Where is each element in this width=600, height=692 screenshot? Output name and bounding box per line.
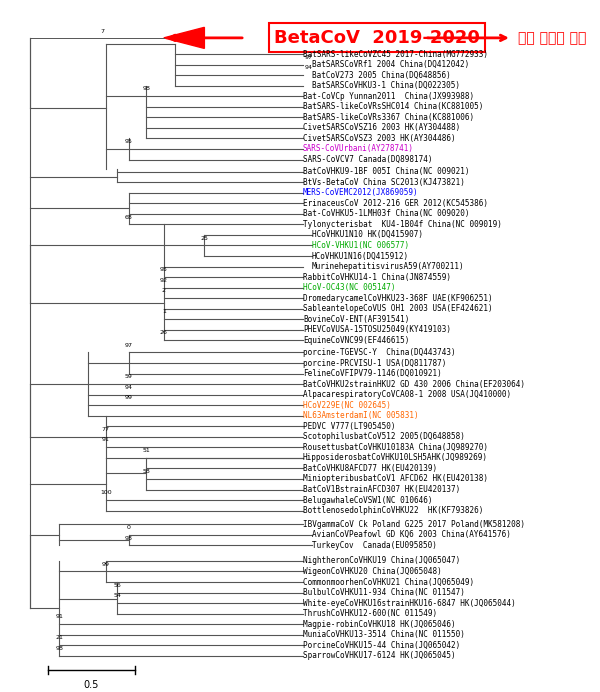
Text: SARS-CoVUrbani(AY278741): SARS-CoVUrbani(AY278741): [303, 145, 414, 154]
Polygon shape: [164, 28, 205, 48]
Text: BatSARS-likeCoVZC45 2017-China(MG772933): BatSARS-likeCoVZC45 2017-China(MG772933): [303, 50, 488, 59]
Text: 68: 68: [125, 215, 133, 219]
Text: MiniopteribusbatCoV1 AFCD62 HK(EU420138): MiniopteribusbatCoV1 AFCD62 HK(EU420138): [303, 475, 488, 484]
Text: PorcineCoVHKU15-44 China(JQ065042): PorcineCoVHKU15-44 China(JQ065042): [303, 641, 460, 650]
Text: HCoVHKU1N16(DQ415912): HCoVHKU1N16(DQ415912): [311, 251, 409, 260]
Text: 54: 54: [113, 593, 121, 598]
Text: 92: 92: [160, 277, 168, 283]
Text: PEDVC V777(LT905450): PEDVC V777(LT905450): [303, 422, 395, 431]
Text: 95: 95: [125, 139, 133, 144]
Text: 77: 77: [102, 427, 110, 432]
Text: Bat-CoVHKU5-1LMH03f China(NC 009020): Bat-CoVHKU5-1LMH03f China(NC 009020): [303, 210, 469, 219]
Text: HipposiderosbatCoVHKU10LSH5AHK(JQ989269): HipposiderosbatCoVHKU10LSH5AHK(JQ989269): [303, 453, 488, 462]
Text: 97: 97: [125, 343, 133, 347]
Text: Bat-CoVCp Yunnan2011  China(JX993988): Bat-CoVCp Yunnan2011 China(JX993988): [303, 92, 474, 101]
Text: BatCoVHKU9-1BF 005I China(NC 009021): BatCoVHKU9-1BF 005I China(NC 009021): [303, 167, 469, 176]
Text: ErinaceusCoV 2012-216 GER 2012(KC545386): ErinaceusCoV 2012-216 GER 2012(KC545386): [303, 199, 488, 208]
Text: BelugawhaleCoVSW1(NC 010646): BelugawhaleCoVSW1(NC 010646): [303, 495, 433, 504]
Text: SableantelopeCoVUS OH1 2003 USA(EF424621): SableantelopeCoVUS OH1 2003 USA(EF424621…: [303, 304, 493, 313]
Text: ThrushCoVHKU12-600(NC 011549): ThrushCoVHKU12-600(NC 011549): [303, 609, 437, 618]
Text: 7: 7: [101, 29, 105, 34]
Text: RabbitCoVHKU14-1 China(JN874559): RabbitCoVHKU14-1 China(JN874559): [303, 273, 451, 282]
Text: SparrowCoVHKU17-6124 HK(JQ065045): SparrowCoVHKU17-6124 HK(JQ065045): [303, 651, 455, 660]
Text: BatSARSCoVRf1 2004 China(DQ412042): BatSARSCoVRf1 2004 China(DQ412042): [311, 60, 469, 69]
Text: CivetSARSCoVSZ3 2003 HK(AY304486): CivetSARSCoVSZ3 2003 HK(AY304486): [303, 134, 455, 143]
Text: 95: 95: [160, 267, 168, 272]
Text: 94: 94: [305, 65, 313, 71]
Text: IBVgammaCoV Ck Poland G225 2017 Poland(MK581208): IBVgammaCoV Ck Poland G225 2017 Poland(M…: [303, 520, 525, 529]
Text: NL63AmsterdamI(NC 005831): NL63AmsterdamI(NC 005831): [303, 411, 419, 420]
Text: DromedarycamelCoVHKU23-368F UAE(KF906251): DromedarycamelCoVHKU23-368F UAE(KF906251…: [303, 293, 493, 302]
Text: BottlenosedolphinCoVHKU22  HK(KF793826): BottlenosedolphinCoVHKU22 HK(KF793826): [303, 506, 484, 515]
Text: 91: 91: [55, 614, 64, 619]
Text: EquineCoVNC99(EF446615): EquineCoVNC99(EF446615): [303, 336, 409, 345]
Text: BatSARSCoVHKU3-1 China(DQ022305): BatSARSCoVHKU3-1 China(DQ022305): [311, 81, 460, 90]
Text: FelineCoVFIPV79-1146(DQ010921): FelineCoVFIPV79-1146(DQ010921): [303, 369, 442, 378]
Text: 2: 2: [162, 289, 166, 293]
Text: HCoV-VHKU1(NC 006577): HCoV-VHKU1(NC 006577): [311, 241, 409, 250]
Text: MERS-CoVEMC2012(JX869059): MERS-CoVEMC2012(JX869059): [303, 188, 419, 197]
Text: HCoVHKU1N10 HK(DQ415907): HCoVHKU1N10 HK(DQ415907): [311, 230, 422, 239]
Text: 97: 97: [305, 55, 313, 60]
Text: BatCoV273 2005 China(DQ648856): BatCoV273 2005 China(DQ648856): [311, 71, 451, 80]
Text: 98: 98: [142, 86, 151, 91]
Text: BetaCoV  2019-2020: BetaCoV 2019-2020: [274, 29, 480, 47]
Text: CommonmoorhenCoVHKU21 China(JQ065049): CommonmoorhenCoVHKU21 China(JQ065049): [303, 577, 474, 586]
Text: 58: 58: [143, 469, 150, 474]
Text: RousettusbatCoVHKU10183A China(JQ989270): RousettusbatCoVHKU10183A China(JQ989270): [303, 443, 488, 452]
Text: BulbulCoVHKU11-934 China(NC 011547): BulbulCoVHKU11-934 China(NC 011547): [303, 588, 465, 597]
Text: 98: 98: [55, 646, 64, 651]
Text: MuniaCoVHKU13-3514 China(NC 011550): MuniaCoVHKU13-3514 China(NC 011550): [303, 630, 465, 639]
Text: MurinehepatitisvirusA59(AY700211): MurinehepatitisvirusA59(AY700211): [311, 262, 464, 271]
Text: 59: 59: [125, 374, 133, 379]
Text: 25: 25: [200, 235, 208, 241]
Text: HCoV229E(NC 002645): HCoV229E(NC 002645): [303, 401, 391, 410]
Text: BovineCoV-ENT(AF391541): BovineCoV-ENT(AF391541): [303, 315, 409, 324]
Text: BatCoV1BstrainAFCD307 HK(EU420137): BatCoV1BstrainAFCD307 HK(EU420137): [303, 485, 460, 494]
Text: 98: 98: [125, 536, 133, 540]
Text: BatCoVHKU2strainHKU2 GD 430 2006 China(EF203064): BatCoVHKU2strainHKU2 GD 430 2006 China(E…: [303, 380, 525, 389]
Text: 100: 100: [100, 490, 112, 495]
Text: WigeonCoVHKU20 China(JQ065048): WigeonCoVHKU20 China(JQ065048): [303, 567, 442, 576]
Text: porcine-PRCVISU-1 USA(DQ811787): porcine-PRCVISU-1 USA(DQ811787): [303, 358, 446, 367]
Text: 한국 분리주 포함: 한국 분리주 포함: [518, 31, 586, 45]
Text: Tylonycterisbat  KU4-1B04f China(NC 009019): Tylonycterisbat KU4-1B04f China(NC 00901…: [303, 220, 502, 229]
Text: 56: 56: [113, 583, 121, 588]
Text: BatSARS-likeCoVRs3367 China(KC881006): BatSARS-likeCoVRs3367 China(KC881006): [303, 113, 474, 122]
Text: 0: 0: [127, 525, 131, 530]
Text: 1: 1: [162, 309, 166, 314]
Text: BtVs-BetaCoV China SC2013(KJ473821): BtVs-BetaCoV China SC2013(KJ473821): [303, 178, 465, 187]
Text: AlpacarespiratoryCoVCA08-1 2008 USA(JQ410000): AlpacarespiratoryCoVCA08-1 2008 USA(JQ41…: [303, 390, 511, 399]
Text: BatSARS-likeCoVRsSHC014 China(KC881005): BatSARS-likeCoVRsSHC014 China(KC881005): [303, 102, 484, 111]
Text: AvianCoVPeafowl GD KQ6 2003 China(AY641576): AvianCoVPeafowl GD KQ6 2003 China(AY6415…: [311, 531, 511, 540]
Text: 51: 51: [143, 448, 150, 453]
Text: 26: 26: [160, 331, 168, 336]
Text: White-eyeCoVHKU16strainHKU16-6847 HK(JQ065044): White-eyeCoVHKU16strainHKU16-6847 HK(JQ0…: [303, 599, 516, 608]
Text: BatCoVHKU8AFCD77 HK(EU420139): BatCoVHKU8AFCD77 HK(EU420139): [303, 464, 437, 473]
Text: HCoV-OC43(NC 005147): HCoV-OC43(NC 005147): [303, 283, 395, 292]
Text: 0.5: 0.5: [83, 680, 99, 690]
Text: SARS-CoVCV7 Canada(DQ898174): SARS-CoVCV7 Canada(DQ898174): [303, 155, 433, 164]
Text: ScotophilusbatCoV512 2005(DQ648858): ScotophilusbatCoV512 2005(DQ648858): [303, 432, 465, 441]
Text: CivetSARSCoVSZ16 2003 HK(AY304488): CivetSARSCoVSZ16 2003 HK(AY304488): [303, 123, 460, 132]
Text: 99: 99: [125, 395, 133, 401]
Text: NightheronCoVHKU19 China(JQ065047): NightheronCoVHKU19 China(JQ065047): [303, 556, 460, 565]
Text: PHEVCoVUSA-15TOSU25049(KY419103): PHEVCoVUSA-15TOSU25049(KY419103): [303, 325, 451, 334]
Text: 91: 91: [102, 437, 110, 442]
Text: 21: 21: [55, 635, 64, 640]
Text: porcine-TGEVSC-Y  China(DQ443743): porcine-TGEVSC-Y China(DQ443743): [303, 348, 455, 357]
Text: 99: 99: [102, 562, 110, 567]
Text: TurkeyCov  Canada(EU095850): TurkeyCov Canada(EU095850): [311, 541, 437, 550]
Text: Magpie-robinCoVHKU18 HK(JQ065046): Magpie-robinCoVHKU18 HK(JQ065046): [303, 619, 455, 628]
Text: 94: 94: [125, 385, 133, 390]
